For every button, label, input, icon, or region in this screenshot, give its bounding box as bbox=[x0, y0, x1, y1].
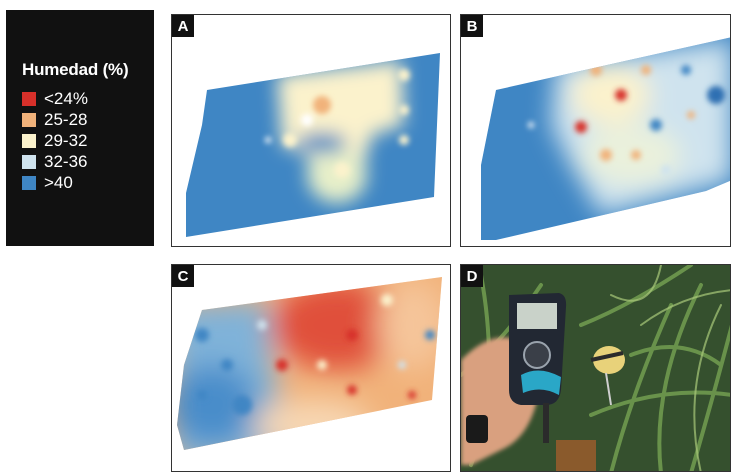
legend-swatch-lt24 bbox=[22, 91, 36, 106]
legend-item-32-36: 32-36 bbox=[22, 151, 154, 172]
panel-label-d: D bbox=[461, 265, 483, 287]
wristwatch bbox=[466, 415, 488, 443]
legend-item-29-32: 29-32 bbox=[22, 130, 154, 151]
moisture-map-b: B bbox=[460, 14, 731, 247]
legend-swatch-32-36 bbox=[22, 154, 36, 169]
field-photo-d: D bbox=[460, 264, 731, 472]
field-map-c bbox=[177, 277, 442, 450]
soil-moisture-meter-photo bbox=[461, 265, 730, 471]
soil-sample-hole bbox=[556, 440, 596, 471]
moisture-meter-device bbox=[509, 293, 567, 443]
panel-label-a: A bbox=[172, 15, 194, 37]
legend-swatch-29-32 bbox=[22, 133, 36, 148]
panel-label-b: B bbox=[461, 15, 483, 37]
field-map-b bbox=[481, 37, 730, 240]
legend-label-29-32: 29-32 bbox=[44, 130, 88, 150]
legend-title: Humedad (%) bbox=[22, 60, 129, 79]
legend-swatch-gt40 bbox=[22, 175, 36, 190]
legend-item-25-28: 25-28 bbox=[22, 109, 154, 130]
legend-item-lt24: <24% bbox=[22, 88, 154, 109]
legend-swatch-25-28 bbox=[22, 112, 36, 127]
moisture-map-c: C bbox=[171, 264, 451, 472]
moisture-map-a: A bbox=[171, 14, 451, 247]
legend-label-32-36: 32-36 bbox=[44, 151, 88, 171]
legend-label-lt24: <24% bbox=[44, 88, 88, 108]
legend-label-25-28: 25-28 bbox=[44, 109, 88, 129]
legend-item-gt40: >40 bbox=[22, 172, 154, 193]
moisture-legend: Humedad (%) <24% 25-28 29-32 32-36 >40 bbox=[6, 10, 154, 246]
field-map-a bbox=[186, 53, 440, 237]
panel-label-c: C bbox=[172, 265, 194, 287]
legend-label-gt40: >40 bbox=[44, 172, 73, 192]
